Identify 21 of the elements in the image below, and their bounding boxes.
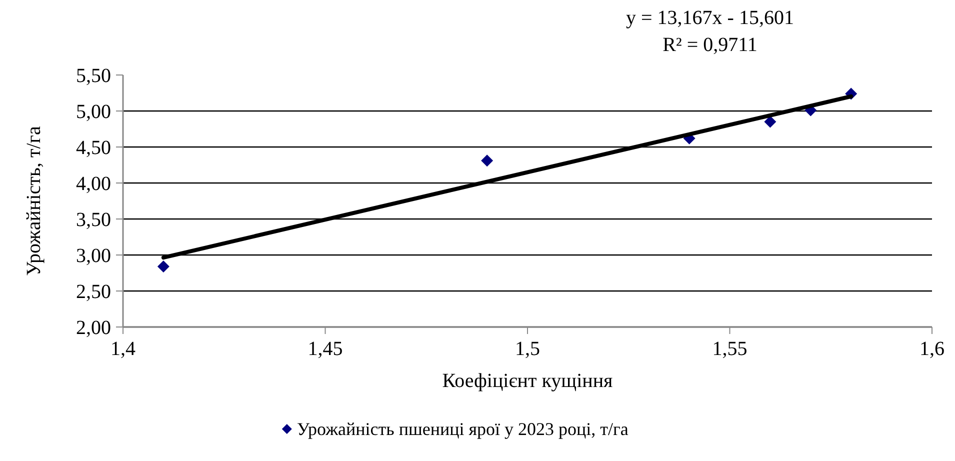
- x-tick-label: 1,5: [515, 338, 540, 360]
- point: [764, 116, 776, 128]
- y-tick-label: 5,00: [76, 101, 111, 123]
- y-tick-label: 2,00: [76, 317, 111, 339]
- x-tick-label: 1,55: [712, 338, 748, 360]
- y-tick-label: 3,50: [76, 209, 111, 231]
- text: y = 13,167x - 15,601: [626, 7, 794, 29]
- y-tick-label: 4,50: [76, 137, 111, 159]
- y-tick-label: 2,50: [76, 281, 111, 303]
- y-tick-label: 4,00: [76, 173, 111, 195]
- legend-label: Урожайність пшениці ярої у 2023 році, т/га: [296, 419, 628, 439]
- point: [157, 260, 170, 273]
- y-tick-label: 5,50: [76, 65, 111, 87]
- y-axis-title: Урожайність, т/га: [23, 126, 45, 276]
- x-tick-label: 1,4: [110, 338, 136, 360]
- y-tick-label: 3,00: [76, 245, 111, 267]
- x-tick-label: 1,6: [920, 338, 944, 360]
- x-tick-label: 1,45: [308, 338, 343, 360]
- x-axis-title: Коефіцієнт кущіння: [442, 370, 613, 392]
- point: [481, 154, 494, 167]
- text: R² = 0,9711: [662, 34, 758, 56]
